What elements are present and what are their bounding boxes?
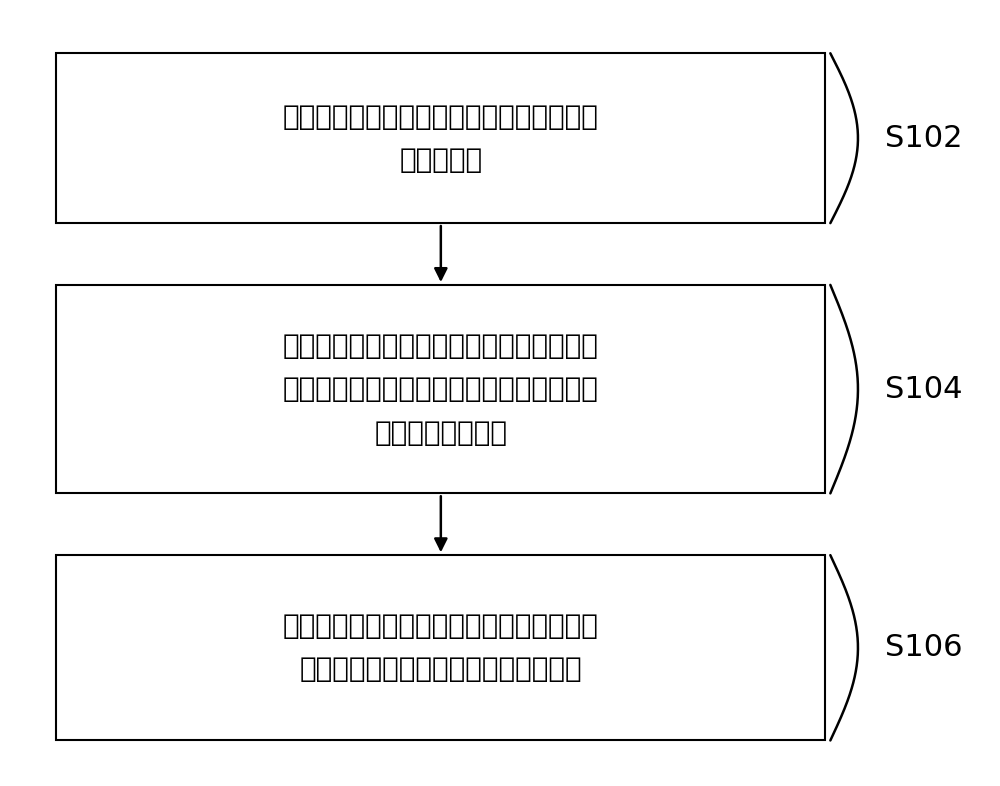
- Text: 在目标对象属于第二群组的情况下，通过目
标对象的数字签名对目标对象进行验证: 在目标对象属于第二群组的情况下，通过目 标对象的数字签名对目标对象进行验证: [283, 612, 599, 684]
- Text: 在目标对象属于第一群组的情况下，通过目
标对象的标识信息和标识信息对应的口令对
目标对象进行验证: 在目标对象属于第一群组的情况下，通过目 标对象的标识信息和标识信息对应的口令对 …: [283, 332, 599, 446]
- Bar: [56, 53, 825, 223]
- Bar: [56, 285, 825, 494]
- Text: S102: S102: [885, 123, 962, 152]
- Text: S104: S104: [885, 375, 962, 404]
- Text: S106: S106: [885, 634, 962, 663]
- Text: 根据目标对象的标识信息确定目标对象所属
的群组类型: 根据目标对象的标识信息确定目标对象所属 的群组类型: [283, 102, 599, 174]
- Bar: [56, 555, 825, 740]
